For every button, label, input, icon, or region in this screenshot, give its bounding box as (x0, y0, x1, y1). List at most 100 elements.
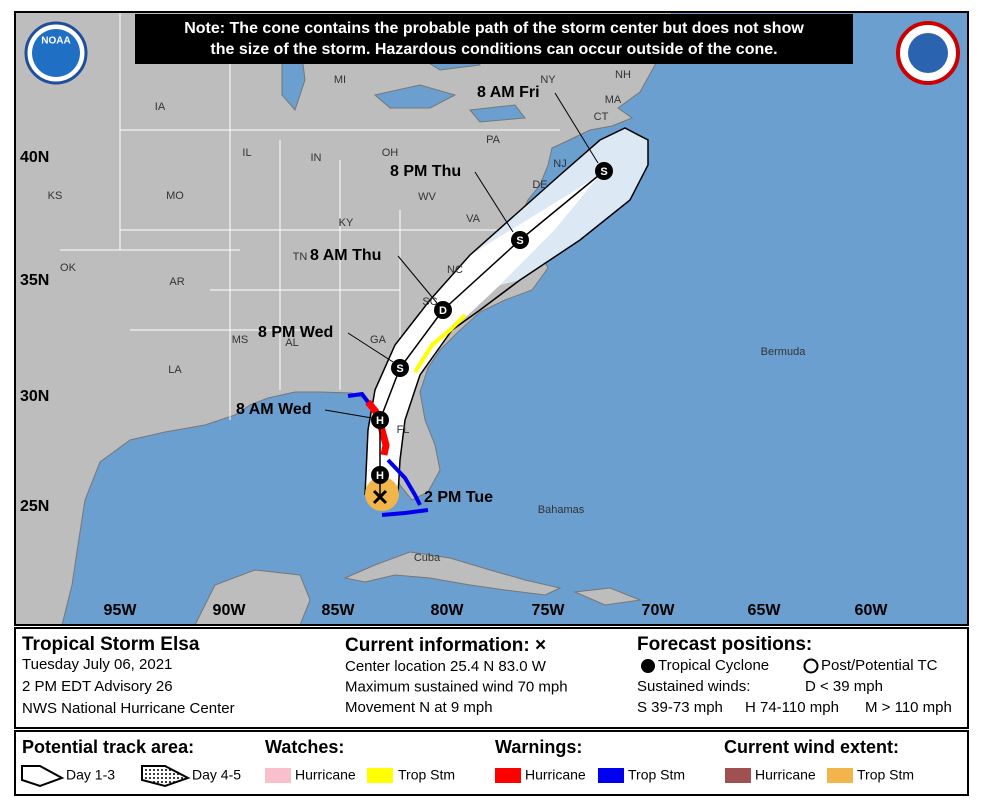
leader-line (347, 332, 394, 363)
noaa-logo-text: NOAA (41, 36, 70, 47)
legend-item: Hurricane (525, 767, 586, 783)
place-label: SC (422, 296, 437, 308)
tropical-cyclone-icon (641, 659, 655, 673)
current-line: Maximum sustained wind 70 mph (345, 678, 568, 695)
trop-storm-warning-icon (598, 768, 624, 783)
forecast-point (371, 411, 389, 429)
forecast-symbol: S (396, 363, 403, 375)
place-label: KS (48, 190, 63, 202)
forecast-symbol: H (376, 415, 384, 427)
cuba-island (343, 551, 562, 596)
leader-line (324, 409, 373, 419)
place-label: VA (466, 213, 481, 225)
legend-title: Warnings: (495, 737, 582, 757)
forecast-point (371, 466, 389, 484)
legend-item: Trop Stm (857, 767, 914, 783)
forecast-symbol: H (376, 470, 384, 482)
map-labels: 40N 35N 30N 25N 95W 90W 85W 80W 75W 70W 65W 60W MI IA… (20, 69, 888, 619)
legend-item: Day 1-3 (66, 767, 115, 783)
current-title: Current information: × (345, 635, 546, 656)
storm-line: 2 PM EDT Advisory 26 (22, 678, 173, 695)
forecast-point (391, 359, 409, 377)
forecast-line: S 39-73 mph (637, 699, 723, 716)
north-america (15, 12, 673, 625)
time-label: 8 AM Fri (477, 84, 540, 101)
place-label: MO (166, 190, 184, 202)
legend-item: Trop Stm (398, 767, 455, 783)
day-1-3-icon (21, 765, 65, 788)
legend-title: Potential track area: (22, 737, 194, 757)
forecast-line: Sustained winds: (637, 678, 750, 695)
place-label: MS (232, 334, 249, 346)
current-line: Movement N at 9 mph (345, 699, 493, 716)
storm-line: NWS National Hurricane Center (22, 700, 235, 717)
forecast-point (595, 162, 613, 180)
longitude-label: 80W (431, 602, 465, 619)
latitude-label: 40N (20, 149, 49, 166)
trop-storm-watch-icon (367, 768, 393, 783)
latitude-label: 25N (20, 498, 49, 515)
forecast-point (434, 301, 452, 319)
longitude-label: 75W (532, 602, 566, 619)
forecast-title: Forecast positions: (637, 634, 812, 655)
time-label: 8 AM Thu (310, 247, 381, 264)
place-label: PA (486, 134, 501, 146)
place-label: NC (447, 264, 463, 276)
legend-title: Current wind extent: (724, 737, 899, 757)
forecast-line: D < 39 mph (805, 678, 883, 695)
longitude-label: 85W (322, 602, 356, 619)
place-label: CT (594, 111, 609, 123)
note-line: the size of the storm. Hazardous conditi… (210, 41, 777, 58)
place-label: Bahamas (538, 504, 585, 516)
track-line (379, 170, 605, 497)
place-label: NH (615, 69, 631, 81)
place-label: OH (382, 147, 399, 159)
current-line: Center location 25.4 N 83.0 W (345, 658, 547, 675)
legend-box (14, 730, 969, 796)
time-label: 8 PM Wed (258, 324, 333, 341)
note-box (135, 14, 853, 64)
storm-line: Tuesday July 06, 2021 (22, 656, 172, 673)
leader-line (474, 171, 514, 233)
leader-line (554, 92, 599, 164)
place-label: DE (532, 179, 547, 191)
leader-line (397, 255, 438, 304)
longitude-label: 70W (642, 602, 676, 619)
post-tc-icon (803, 658, 819, 674)
forecast-symbol: S (600, 166, 607, 178)
latitude-label: 30N (20, 388, 49, 405)
hispaniola (573, 587, 642, 606)
place-label: AL (285, 337, 298, 349)
time-label: 2 PM Tue (424, 489, 493, 506)
place-label: NY (540, 74, 556, 86)
yucatan (194, 569, 311, 625)
time-label: 8 AM Wed (236, 401, 312, 418)
place-label: AR (169, 276, 184, 288)
trop-storm-wind-icon (827, 768, 853, 783)
legend-item: Hurricane (295, 767, 356, 783)
place-label: KY (339, 217, 354, 229)
map-frame (14, 11, 969, 626)
forecast-symbol: D (439, 305, 447, 317)
trop-storm-watch (413, 313, 467, 374)
note-line: Note: The cone contains the probable pat… (184, 20, 804, 37)
place-label: NJ (553, 158, 566, 170)
place-label: IL (242, 147, 251, 159)
longitude-label: 65W (748, 602, 782, 619)
nws-logo-inner (908, 33, 948, 73)
place-label: IN (311, 152, 322, 164)
hurricane-wind-icon (725, 768, 751, 783)
place-label: Bermuda (761, 346, 807, 358)
place-label: IA (155, 101, 166, 113)
place-label: FL (397, 424, 410, 436)
place-label: MA (605, 94, 622, 106)
longitude-label: 95W (104, 602, 138, 619)
legend-item: Day 4-5 (192, 767, 241, 783)
forecast-line: H 74-110 mph (745, 699, 839, 716)
time-label: 8 PM Thu (390, 163, 461, 180)
place-label: MI (334, 74, 346, 86)
forecast-point (511, 231, 529, 249)
place-label: LA (168, 364, 182, 376)
